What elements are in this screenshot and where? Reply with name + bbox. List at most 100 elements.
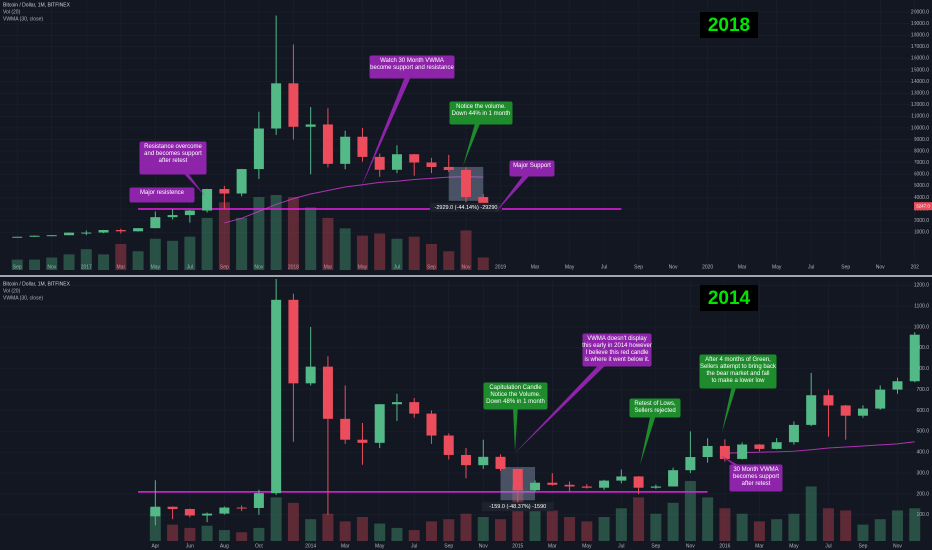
volume-bar [391,238,403,270]
candle-body [271,83,282,129]
volume-bar [63,254,75,270]
x-tick-label: Sep [13,264,22,270]
candle-body [737,444,748,459]
y-tick-label: 500.0 [916,429,929,435]
candle-body [391,402,402,405]
volume-bar [702,497,714,541]
annotation-text: to make a lower low [711,378,765,384]
volume-bar [11,259,23,270]
candle-body [754,444,765,449]
candle-body [599,480,610,488]
x-tick-label: May [772,264,782,270]
annotation-text: Sellers attempt to bring back [700,364,777,370]
candle-body [98,230,109,233]
y-tick-label: 11000.0 [911,114,929,120]
annotation-text: 30 Month VWMA [733,467,778,473]
y-tick-label: 17000.0 [911,44,929,50]
volume-bar [650,513,662,541]
candle-body [219,507,230,514]
candle-body [564,484,575,487]
candle-body [236,507,247,509]
volume-bar [529,508,541,541]
candle-body [253,128,264,170]
candle-body [305,124,316,127]
annotation-box [629,398,681,418]
candle-body [719,445,730,459]
candle-body [426,413,437,436]
annotation-text: after retest [742,481,771,487]
indicator-label: Vol (20) [3,9,21,15]
x-tick-label: May [151,264,161,270]
y-tick-label: 9000.0 [914,137,930,143]
x-tick-label: Sep [859,543,868,549]
candle-body [391,154,402,170]
volume-bar [684,481,696,541]
volume-bar [495,519,507,541]
x-tick-label: Jul [825,543,831,549]
x-tick-label: 2018 [288,264,299,270]
volume-bar [167,240,179,270]
annotation-text: I believe this red candle [585,350,649,356]
volume-bar [667,502,679,541]
year-label: 2018 [708,15,750,36]
y-tick-label: 20000.0 [911,9,929,15]
last-price-tag [914,202,932,211]
candle-body [133,228,144,232]
candle-body [29,235,40,237]
volume-bar [356,517,368,541]
candle-body [409,402,420,414]
y-tick-label: 12000.0 [911,102,929,108]
annotation-box [509,160,555,177]
annotation-text: becomes support [733,474,779,480]
candle-body [81,232,92,234]
candle-body [633,476,644,488]
annotation-box [369,55,455,79]
candle-body [443,435,454,455]
volume-bar [615,508,627,541]
y-tick-label: 6000.0 [914,172,930,178]
y-tick-label: 600.0 [916,408,929,414]
volume-bar [581,521,593,541]
annotation-text: After 4 months of Green, [705,357,771,363]
x-tick-label: Nov [876,264,885,270]
candle-body [115,230,126,232]
annotation-pointer [512,395,519,452]
candle-body [547,482,558,485]
candle-body [650,486,661,488]
measure-label: -159.0 (-48.37%) -1590 [489,504,546,510]
y-tick-label: 1000.0 [914,324,930,330]
annotation-text: Watch 30 Month VWMA [380,58,444,64]
candle-body [616,476,627,481]
candle-body [322,124,333,164]
candle-body [271,299,282,494]
x-tick-label: May [789,543,799,549]
chart-title: Bitcoin / Dollar, 1M, BITFINEX [3,281,71,287]
annotation-pointer [640,407,658,465]
candle-body [202,513,213,516]
annotation-text: Notice the volume. [456,104,506,110]
x-tick-label: Jun [186,543,194,549]
candle-body [374,156,385,170]
volume-bar [374,523,386,541]
volume-bar [736,513,748,541]
candle-body [374,404,385,443]
candle-body [46,235,57,237]
volume-bar [512,486,524,541]
y-tick-label: 700.0 [916,387,929,393]
year-label: 2014 [708,288,751,309]
candle-body [495,456,506,469]
volume-bar [460,513,472,541]
x-tick-label: May [565,264,575,270]
candle-body [64,232,75,236]
volume-bar [167,524,179,541]
volume-bar [201,525,213,541]
y-tick-label: 15000.0 [911,67,929,73]
y-tick-label: 900.0 [916,345,929,351]
volume-bar [408,530,420,541]
x-tick-label: Nov [669,264,678,270]
annotation-box [449,101,513,125]
measure-label: -2929.0 (-44.14%) -29290 [435,205,498,211]
candle-body [184,509,195,516]
annotation-box [139,141,207,175]
